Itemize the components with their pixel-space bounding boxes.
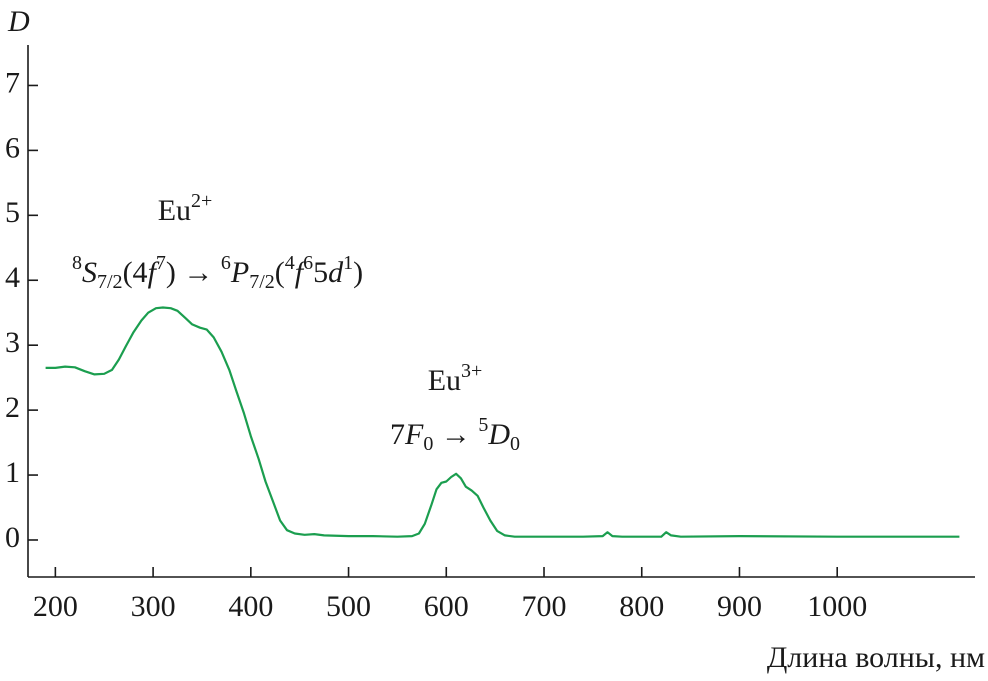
x-tick-label: 1000 (807, 590, 867, 623)
annotation-part: Eu (428, 364, 461, 397)
annotation-part: ) (353, 256, 363, 289)
annotation-part: S (82, 256, 97, 289)
x-tick-label: 600 (424, 590, 469, 623)
annotation-part: ( (275, 256, 285, 289)
x-tick-label: 400 (228, 590, 273, 623)
annotation-part: 7/2 (249, 271, 275, 293)
annotation-part: 0 (423, 433, 433, 455)
spectrum-line (45, 306, 960, 538)
y-tick-label: 1 (5, 456, 20, 489)
annotation-part: 7 (156, 252, 166, 274)
annotation-part: (4 (123, 256, 148, 289)
y-tick-label: 4 (5, 261, 20, 294)
y-tick-label: 6 (5, 131, 20, 164)
annotation-part: 2+ (191, 190, 212, 212)
annotation: Eu2+ (158, 190, 213, 227)
x-tick-label: 200 (33, 590, 78, 623)
annotation-part: D (487, 418, 510, 451)
annotation-part: 7/2 (97, 271, 123, 293)
y-tick-label: 5 (5, 196, 20, 229)
annotation-part: d (328, 256, 344, 289)
annotation: Eu3+ (428, 360, 483, 397)
annotation-part: 1 (343, 252, 353, 274)
x-tick-label: 500 (326, 590, 371, 623)
annotation-part: 7 (390, 418, 405, 451)
y-tick-label: 3 (5, 326, 20, 359)
annotation-part: 6 (303, 252, 313, 274)
annotation-part: P (230, 256, 249, 289)
y-tick-label: 0 (5, 521, 20, 554)
annotation-part: F (404, 418, 424, 451)
y-tick-label: 2 (5, 391, 20, 424)
annotation-part: → (433, 418, 478, 451)
annotation-part: Eu (158, 194, 191, 227)
annotation-part: 0 (510, 433, 520, 455)
annotation-part: 5 (478, 414, 488, 436)
x-tick-label: 900 (717, 590, 762, 623)
y-tick-label: 7 (5, 66, 20, 99)
annotation-part: 8 (72, 252, 82, 274)
annotation-part: 3+ (461, 360, 482, 382)
annotation: 8S7/2(4f7) → 6P7/2(4f65d1) (72, 252, 363, 293)
x-tick-label: 300 (131, 590, 176, 623)
annotation-part: 4 (285, 252, 295, 274)
x-tick-label: 800 (619, 590, 664, 623)
x-tick-label: 700 (522, 590, 567, 623)
y-axis-label: D (7, 5, 30, 38)
annotation: 7F0 → 5D0 (390, 414, 520, 455)
annotation-part: 5 (313, 256, 328, 289)
x-axis-label: Длина волны, нм (767, 641, 985, 674)
annotation-part: 6 (221, 252, 231, 274)
annotation-part: ) → (166, 256, 221, 289)
